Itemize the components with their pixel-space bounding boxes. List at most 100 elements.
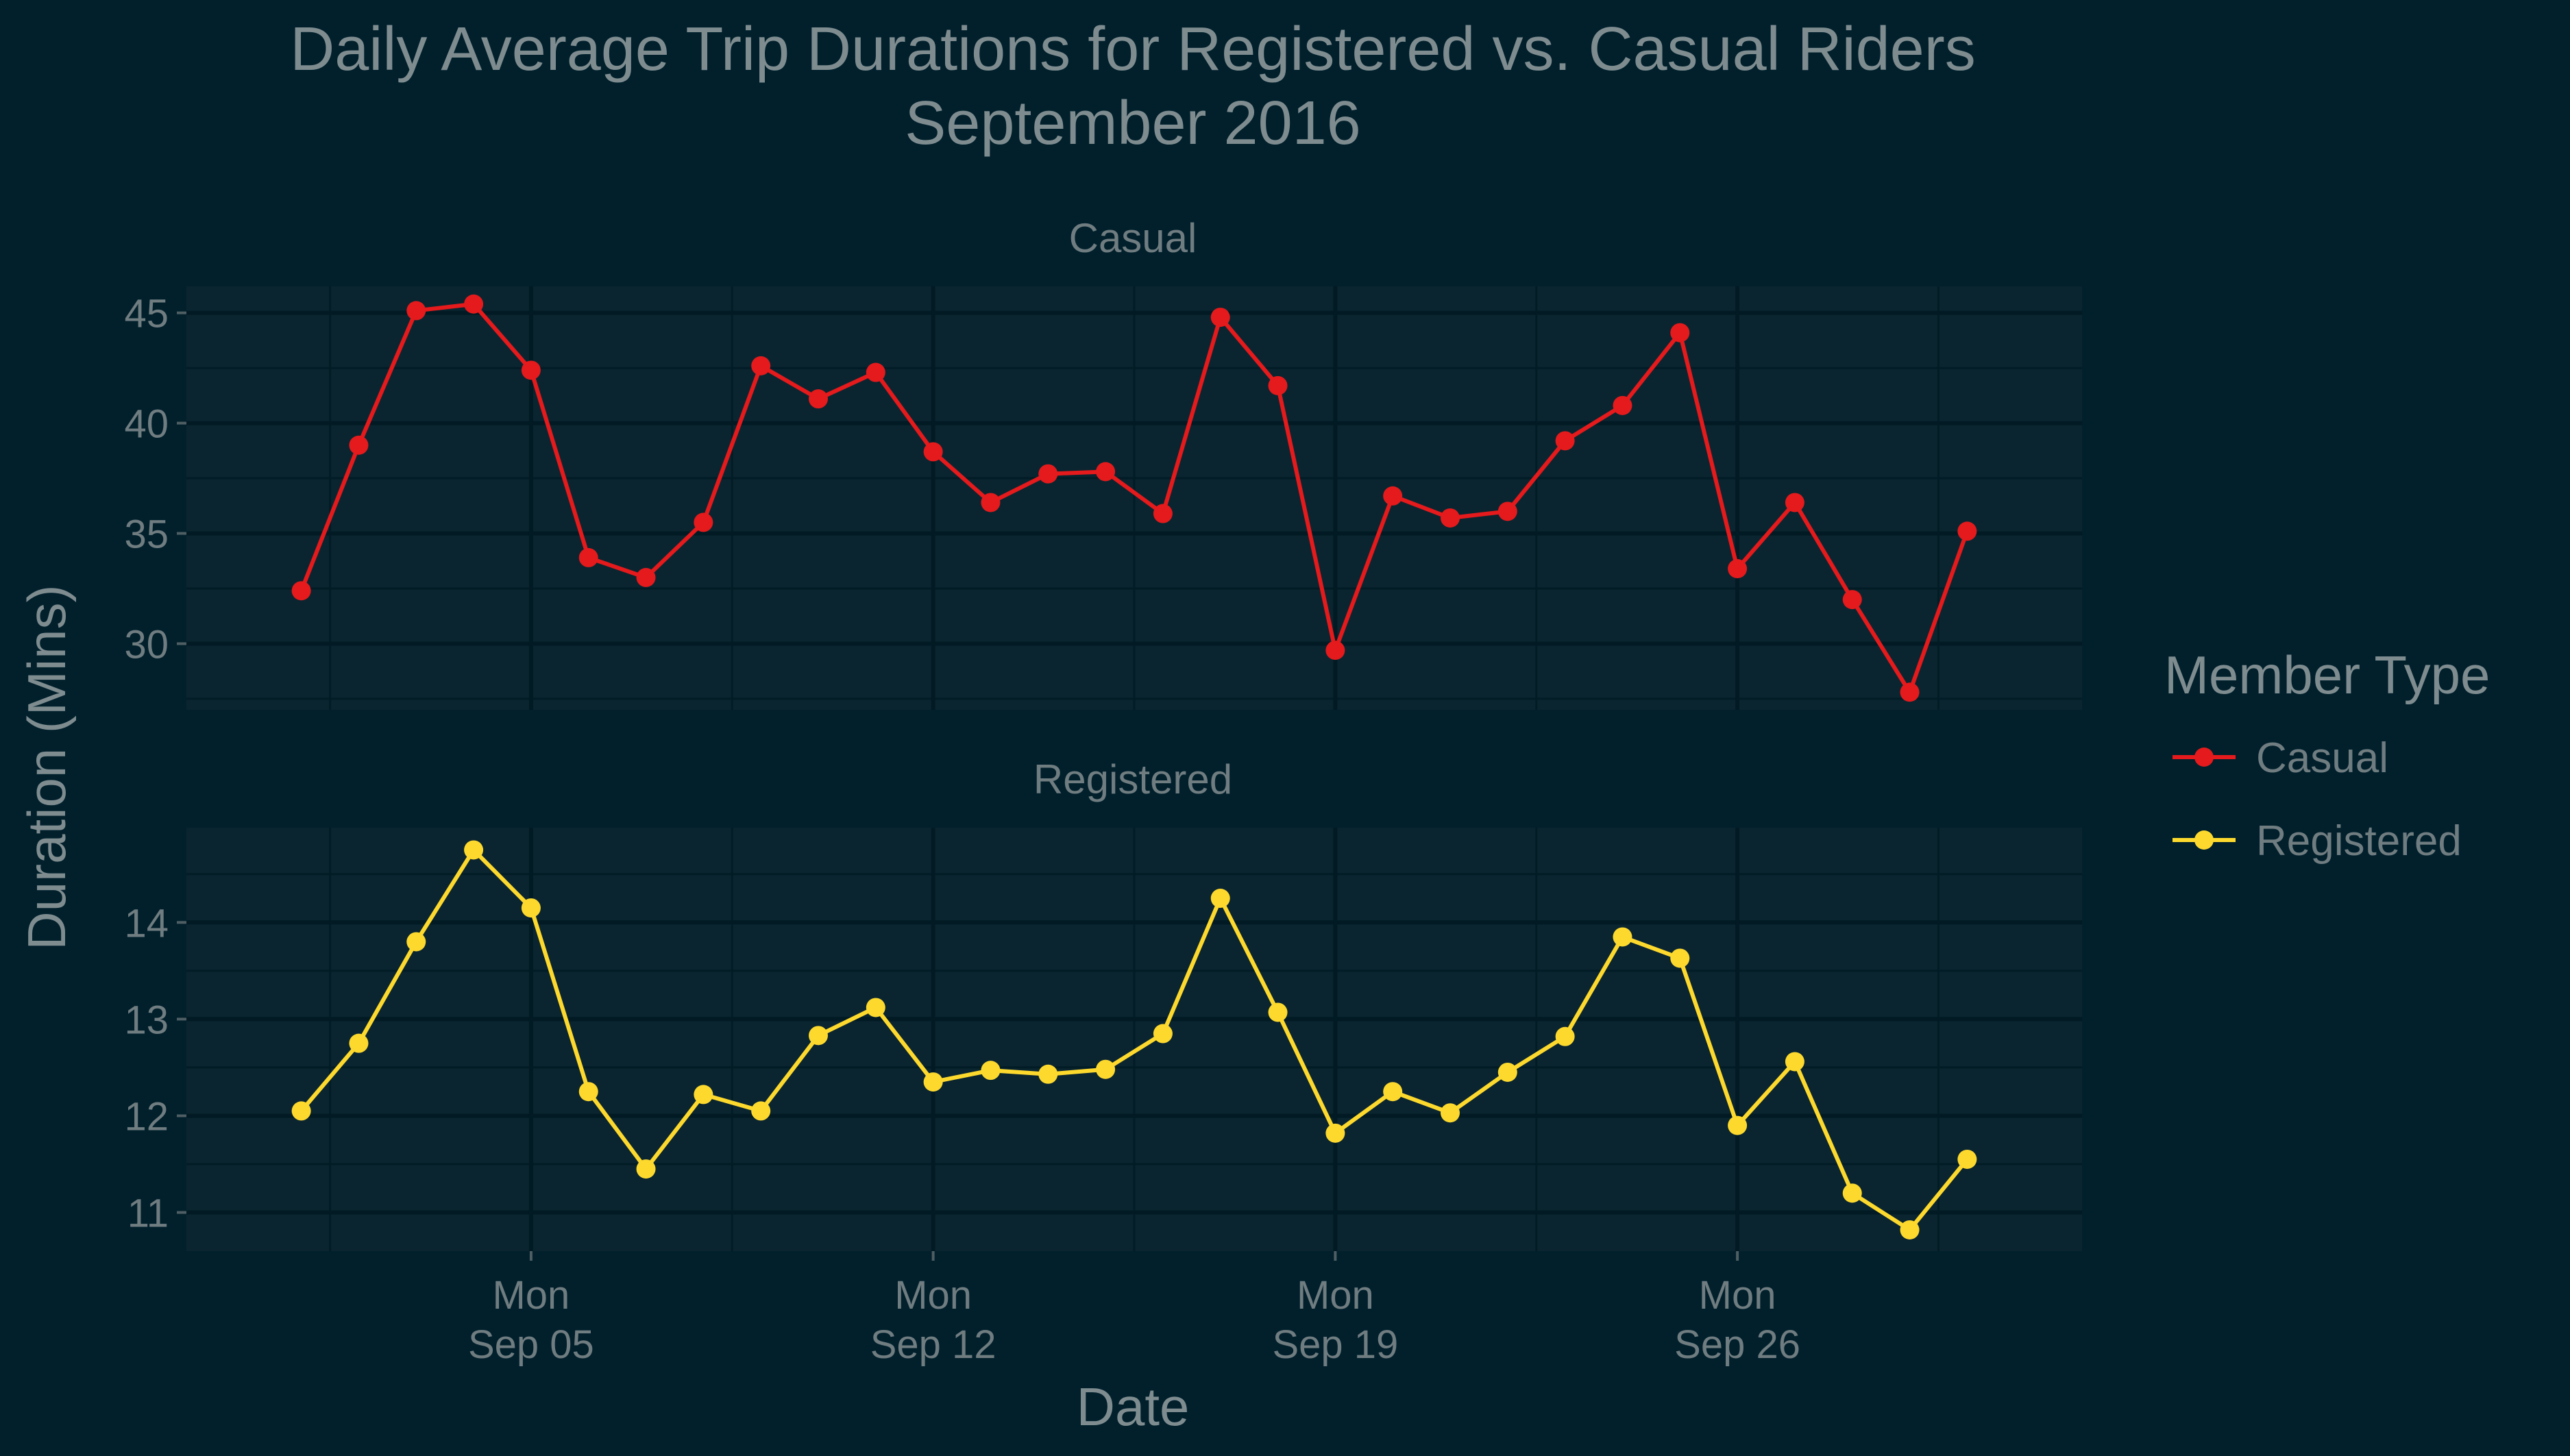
data-point-registered: [1613, 927, 1632, 947]
data-point-registered: [1497, 1062, 1517, 1082]
data-point-registered: [694, 1085, 713, 1105]
data-point-casual: [636, 567, 656, 587]
data-point-casual: [1153, 504, 1173, 523]
data-point-registered: [1670, 948, 1690, 968]
data-point-casual: [291, 581, 311, 601]
panel-registered: Registered 11 12 13 14: [124, 756, 2082, 1251]
series-registered: [291, 840, 1977, 1239]
y-tick-label: 35: [124, 513, 169, 557]
data-point-registered: [349, 1033, 369, 1053]
panel-casual: Casual 30 35 40 45: [124, 215, 2082, 710]
chart-subtitle: September 2016: [905, 89, 1360, 158]
x-tick-label: Sep 12: [870, 1322, 996, 1367]
data-point-registered: [291, 1101, 311, 1121]
y-axis-registered: 11 12 13 14: [124, 901, 186, 1236]
series-line-casual: [299, 301, 1970, 695]
data-point-registered: [1957, 1149, 1977, 1169]
data-point-registered: [1038, 1064, 1058, 1084]
data-point-registered: [1555, 1026, 1575, 1046]
data-point-casual: [1268, 375, 1288, 395]
data-point-registered: [809, 1026, 828, 1046]
data-point-registered: [1268, 1002, 1288, 1022]
x-tick-weekday: Mon: [1699, 1273, 1776, 1318]
data-point-casual: [578, 547, 598, 567]
grid-casual: [186, 286, 2082, 710]
data-point-registered: [981, 1061, 1001, 1081]
data-point-casual: [1670, 323, 1690, 343]
data-point-registered: [866, 998, 885, 1017]
legend-label-casual: Casual: [2256, 735, 2388, 782]
data-point-registered: [1900, 1220, 1920, 1239]
legend-title: Member Type: [2164, 645, 2490, 705]
data-point-casual: [464, 294, 484, 314]
data-point-casual: [521, 360, 541, 380]
series-line-registered: [299, 848, 1969, 1232]
x-axis-title: Date: [1077, 1377, 1190, 1437]
strip-label-casual: Casual: [1069, 215, 1197, 261]
data-point-registered: [1153, 1024, 1173, 1044]
strip-label-registered: Registered: [1033, 756, 1232, 802]
data-point-casual: [1497, 502, 1517, 521]
grid-registered: [186, 828, 2082, 1251]
data-point-casual: [751, 356, 771, 375]
x-tick-label: Sep 26: [1674, 1322, 1800, 1367]
y-tick-label: 13: [124, 998, 169, 1042]
data-point-registered: [1441, 1103, 1460, 1123]
y-tick-label: 14: [124, 901, 169, 946]
y-tick-label: 30: [124, 622, 169, 667]
data-point-casual: [1957, 521, 1977, 541]
y-tick-label: 45: [124, 292, 169, 336]
legend-label-registered: Registered: [2256, 817, 2462, 865]
data-point-casual: [694, 513, 713, 532]
data-point-casual: [1383, 486, 1403, 506]
legend: Member Type Casual Registered: [2164, 645, 2490, 865]
data-point-casual: [809, 389, 828, 409]
data-point-registered: [1210, 889, 1230, 908]
series-casual: [291, 294, 1977, 702]
data-point-registered: [923, 1072, 943, 1092]
y-tick-label: 11: [127, 1192, 169, 1236]
data-point-casual: [1555, 431, 1575, 451]
y-axis-casual: 30 35 40 45: [124, 292, 186, 667]
data-point-registered: [751, 1101, 771, 1121]
data-point-casual: [866, 362, 885, 382]
y-axis-title: Duration (Mins): [16, 584, 77, 950]
data-point-casual: [1441, 508, 1460, 528]
data-point-registered: [464, 840, 484, 860]
data-point-registered: [1842, 1183, 1862, 1203]
data-point-registered: [1096, 1059, 1116, 1079]
chart-title: Daily Average Trip Durations for Registe…: [290, 15, 1975, 84]
legend-item-casual: Casual: [2173, 735, 2388, 782]
data-point-registered: [636, 1159, 656, 1179]
x-tick-weekday: Mon: [492, 1273, 570, 1318]
data-point-casual: [1785, 493, 1804, 513]
data-point-casual: [1613, 395, 1632, 415]
data-point-casual: [406, 301, 426, 321]
data-point-casual: [1096, 462, 1116, 482]
data-point-casual: [1728, 559, 1748, 578]
legend-item-registered: Registered: [2173, 817, 2462, 865]
data-point-casual: [981, 493, 1001, 513]
legend-key-point-casual: [2194, 748, 2214, 767]
data-point-registered: [578, 1082, 598, 1102]
x-tick-weekday: Mon: [894, 1273, 972, 1318]
legend-key-point-registered: [2194, 830, 2214, 850]
data-point-casual: [349, 435, 369, 455]
data-point-registered: [1728, 1115, 1748, 1135]
data-point-registered: [1325, 1123, 1345, 1143]
data-point-casual: [1900, 682, 1920, 702]
data-point-casual: [1210, 308, 1230, 328]
data-point-casual: [1842, 590, 1862, 610]
data-point-registered: [521, 898, 541, 918]
y-tick-label: 12: [124, 1094, 169, 1139]
data-point-registered: [1785, 1052, 1804, 1072]
x-tick-weekday: Mon: [1297, 1273, 1374, 1318]
x-tick-label: Sep 05: [468, 1322, 594, 1367]
data-point-casual: [1325, 641, 1345, 661]
data-point-casual: [1038, 464, 1058, 484]
data-point-casual: [923, 442, 943, 462]
y-tick-label: 40: [124, 402, 169, 447]
data-point-registered: [1383, 1082, 1403, 1102]
